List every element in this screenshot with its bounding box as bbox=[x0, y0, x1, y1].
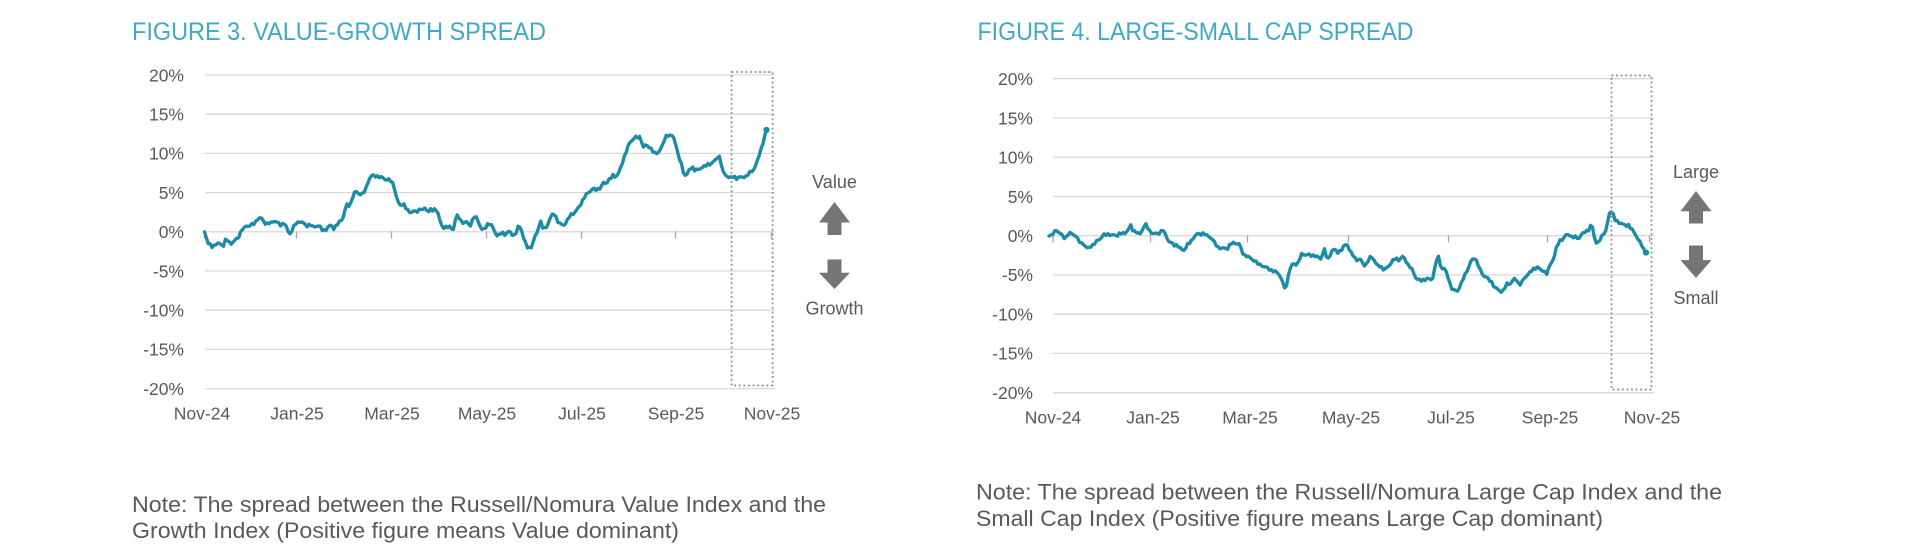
svg-text:Large: Large bbox=[1673, 162, 1719, 182]
svg-text:FIGURE 3. VALUE-GROWTH SPREAD: FIGURE 3. VALUE-GROWTH SPREAD bbox=[132, 18, 546, 46]
svg-text:Mar-25: Mar-25 bbox=[364, 403, 419, 423]
svg-text:0%: 0% bbox=[1008, 226, 1033, 246]
svg-text:Value: Value bbox=[812, 172, 857, 192]
svg-text:10%: 10% bbox=[998, 148, 1033, 168]
svg-text:-20%: -20% bbox=[992, 383, 1033, 403]
svg-text:-10%: -10% bbox=[992, 305, 1033, 325]
svg-text:-5%: -5% bbox=[1002, 265, 1033, 285]
svg-text:-5%: -5% bbox=[153, 261, 184, 281]
svg-text:Sep-25: Sep-25 bbox=[648, 403, 704, 423]
svg-text:FIGURE 4. LARGE-SMALL CAP SPRE: FIGURE 4. LARGE-SMALL CAP SPREAD bbox=[978, 18, 1414, 46]
svg-text:5%: 5% bbox=[159, 183, 184, 203]
svg-text:Note: The spread between the R: Note: The spread between the Russell/Nom… bbox=[976, 480, 1722, 505]
svg-text:Nov-25: Nov-25 bbox=[1624, 407, 1680, 427]
svg-text:-15%: -15% bbox=[992, 344, 1033, 364]
svg-text:-15%: -15% bbox=[143, 340, 184, 360]
svg-text:Note: The spread between the R: Note: The spread between the Russell/Nom… bbox=[132, 492, 826, 517]
svg-text:Growth: Growth bbox=[805, 299, 863, 319]
svg-text:Nov-24: Nov-24 bbox=[1025, 407, 1082, 427]
svg-text:Jan-25: Jan-25 bbox=[270, 403, 324, 423]
svg-text:5%: 5% bbox=[1008, 187, 1033, 207]
svg-text:0%: 0% bbox=[159, 222, 184, 242]
svg-text:Jan-25: Jan-25 bbox=[1126, 407, 1180, 427]
svg-text:Nov-25: Nov-25 bbox=[744, 403, 800, 423]
svg-text:20%: 20% bbox=[998, 69, 1033, 89]
svg-text:Nov-24: Nov-24 bbox=[174, 403, 231, 423]
svg-text:Jul-25: Jul-25 bbox=[1427, 407, 1475, 427]
svg-text:15%: 15% bbox=[149, 105, 184, 125]
svg-text:Mar-25: Mar-25 bbox=[1222, 407, 1277, 427]
svg-text:May-25: May-25 bbox=[458, 403, 516, 423]
svg-text:15%: 15% bbox=[998, 108, 1033, 128]
svg-text:-20%: -20% bbox=[143, 379, 184, 399]
svg-text:Small: Small bbox=[1673, 288, 1718, 308]
svg-text:Growth Index (Positive figure: Growth Index (Positive figure means Valu… bbox=[132, 518, 679, 543]
svg-text:-10%: -10% bbox=[143, 301, 184, 321]
svg-text:May-25: May-25 bbox=[1322, 407, 1380, 427]
svg-text:Small Cap Index (Positive figu: Small Cap Index (Positive figure means L… bbox=[976, 506, 1603, 531]
svg-text:10%: 10% bbox=[149, 144, 184, 164]
svg-text:Sep-25: Sep-25 bbox=[1522, 407, 1578, 427]
svg-text:20%: 20% bbox=[149, 65, 184, 85]
svg-text:Jul-25: Jul-25 bbox=[558, 403, 606, 423]
